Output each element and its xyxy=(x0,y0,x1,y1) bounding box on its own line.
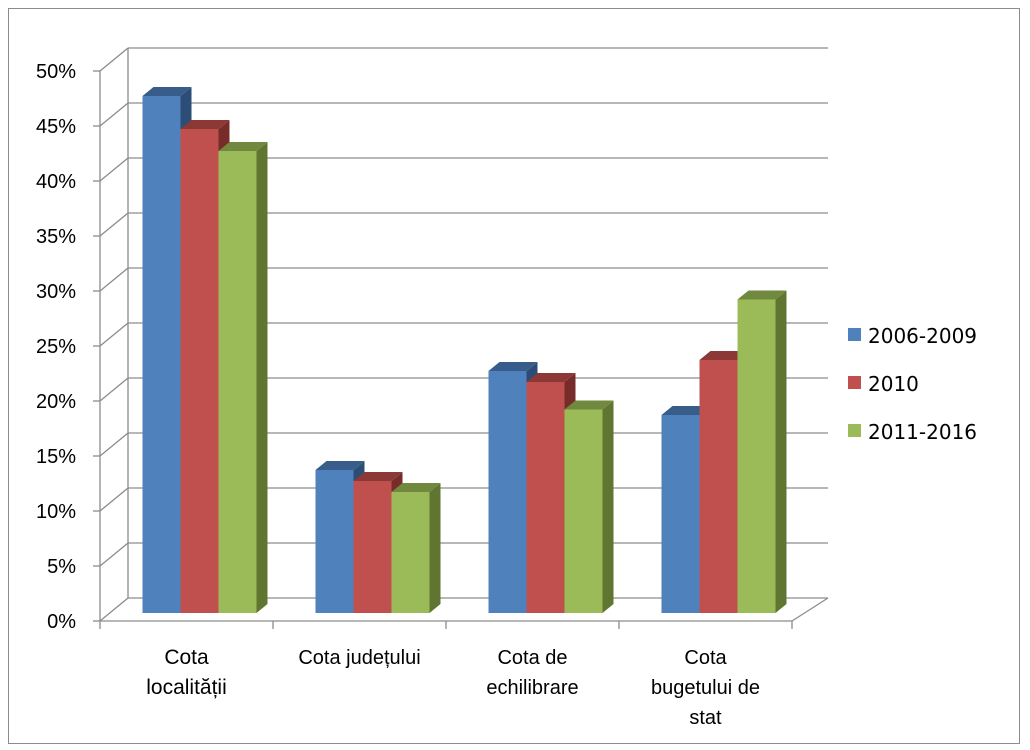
bar-2011-2016-1 xyxy=(392,492,430,613)
legend-swatch xyxy=(848,376,861,389)
y-tick-label: 20% xyxy=(36,391,76,413)
bar-2006-2009-2 xyxy=(489,371,527,613)
side-gridline xyxy=(100,158,128,181)
bar-side xyxy=(430,483,441,613)
bar-side xyxy=(603,401,614,614)
category-label: stat xyxy=(689,707,722,729)
y-tick-label: 35% xyxy=(36,226,76,248)
legend-label: 2010 xyxy=(868,372,919,396)
y-tick-label: 40% xyxy=(36,171,76,193)
y-tick-label: 30% xyxy=(36,281,76,303)
bar-2006-2009-1 xyxy=(316,470,354,613)
y-tick-label: 50% xyxy=(36,61,76,83)
category-label: bugetului de xyxy=(651,677,760,699)
y-tick-label: 10% xyxy=(36,501,76,523)
category-label: Cota xyxy=(164,646,209,669)
category-label: localității xyxy=(146,676,227,699)
bar-side xyxy=(776,291,787,614)
bar-2006-2009-3 xyxy=(662,415,700,613)
side-gridline xyxy=(100,48,128,71)
y-tick-label: 25% xyxy=(36,336,76,358)
bar-2010-2 xyxy=(527,382,565,613)
legend-label: 2006-2009 xyxy=(868,324,977,348)
side-gridline xyxy=(100,598,128,621)
bar-2011-2016-2 xyxy=(565,410,603,614)
side-gridline xyxy=(100,213,128,236)
legend-swatch xyxy=(848,328,861,341)
y-tick-label: 0% xyxy=(47,611,76,633)
side-gridline xyxy=(100,103,128,126)
category-label: echilibrare xyxy=(486,677,578,699)
floor-edge xyxy=(792,598,828,621)
bar-2010-0 xyxy=(181,129,219,613)
bar-2010-1 xyxy=(354,481,392,613)
side-gridline xyxy=(100,543,128,566)
side-gridline xyxy=(100,323,128,346)
bar-2006-2009-0 xyxy=(143,96,181,613)
bar-2011-2016-0 xyxy=(219,151,257,613)
legend-label: 2011-2016 xyxy=(868,420,977,444)
y-tick-label: 15% xyxy=(36,446,76,468)
bar-side xyxy=(257,142,268,613)
y-tick-label: 5% xyxy=(47,556,76,578)
side-gridline xyxy=(100,433,128,456)
side-gridline xyxy=(100,378,128,401)
side-gridline xyxy=(100,268,128,291)
bar-2011-2016-3 xyxy=(738,300,776,614)
y-tick-label: 45% xyxy=(36,116,76,138)
legend-swatch xyxy=(848,424,861,437)
category-label: Cota județului xyxy=(298,647,420,669)
category-label: Cota xyxy=(684,647,727,669)
category-label: Cota de xyxy=(497,647,567,669)
side-gridline xyxy=(100,488,128,511)
bar-2010-3 xyxy=(700,360,738,613)
